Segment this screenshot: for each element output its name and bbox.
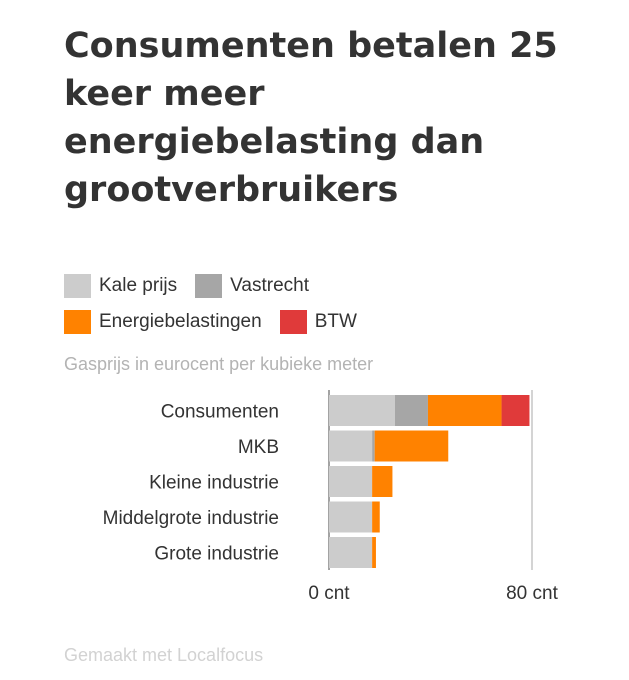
stacked-bar-chart: Consumenten MKB Kleine industrie Middelgrot… xyxy=(103,390,559,604)
legend-label: Kale prijs xyxy=(99,275,178,296)
legend-label: BTW xyxy=(314,311,357,332)
chart-subtitle: Gasprijs in eurocent per kubieke meter xyxy=(64,354,374,374)
bar-segment xyxy=(372,466,393,497)
bar-segment xyxy=(372,430,375,462)
bar-segment xyxy=(374,430,449,462)
category-label: Consumenten xyxy=(161,402,279,423)
bar-segment xyxy=(329,501,373,533)
legend-item-btw: BTW xyxy=(279,310,357,334)
legend-item-kale-prijs: Kale prijs xyxy=(64,274,177,298)
legend-swatch xyxy=(64,310,91,334)
legend-label: Energiebelastingen xyxy=(99,311,262,332)
bar-segment xyxy=(329,537,373,568)
bar-segment xyxy=(329,466,373,497)
bar-segment xyxy=(394,395,428,426)
bar-segment xyxy=(372,501,380,533)
bar-segment xyxy=(372,537,376,568)
legend-label: Vastrecht xyxy=(230,275,310,296)
x-tick-label: 80 cnt xyxy=(506,583,558,604)
bar-segment xyxy=(329,395,395,426)
category-label: Grote industrie xyxy=(154,544,279,565)
legend-swatch xyxy=(279,310,307,334)
category-label: Kleine industrie xyxy=(149,473,279,494)
legend-item-vastrecht: Vastrecht xyxy=(195,274,309,298)
footer-credit: Gemaakt met Localfocus xyxy=(64,645,264,665)
chart-legend: Kale prijs Vastrecht Energiebelastingen … xyxy=(64,268,484,340)
bar-segment xyxy=(329,430,373,462)
legend-item-energiebelastingen: Energiebelastingen xyxy=(64,310,262,334)
bar-segment xyxy=(501,395,530,426)
legend-row: Energiebelastingen BTW xyxy=(64,304,484,340)
bar-segment xyxy=(427,395,502,426)
chart-title: Consumenten betalen 25 keer meer energie… xyxy=(64,26,558,210)
legend-swatch xyxy=(64,274,91,298)
category-label: Middelgrote industrie xyxy=(103,508,279,529)
legend-swatch xyxy=(195,274,223,298)
x-tick-label: 0 cnt xyxy=(308,583,350,604)
legend-row: Kale prijs Vastrecht xyxy=(64,268,484,304)
category-label: MKB xyxy=(238,437,279,458)
